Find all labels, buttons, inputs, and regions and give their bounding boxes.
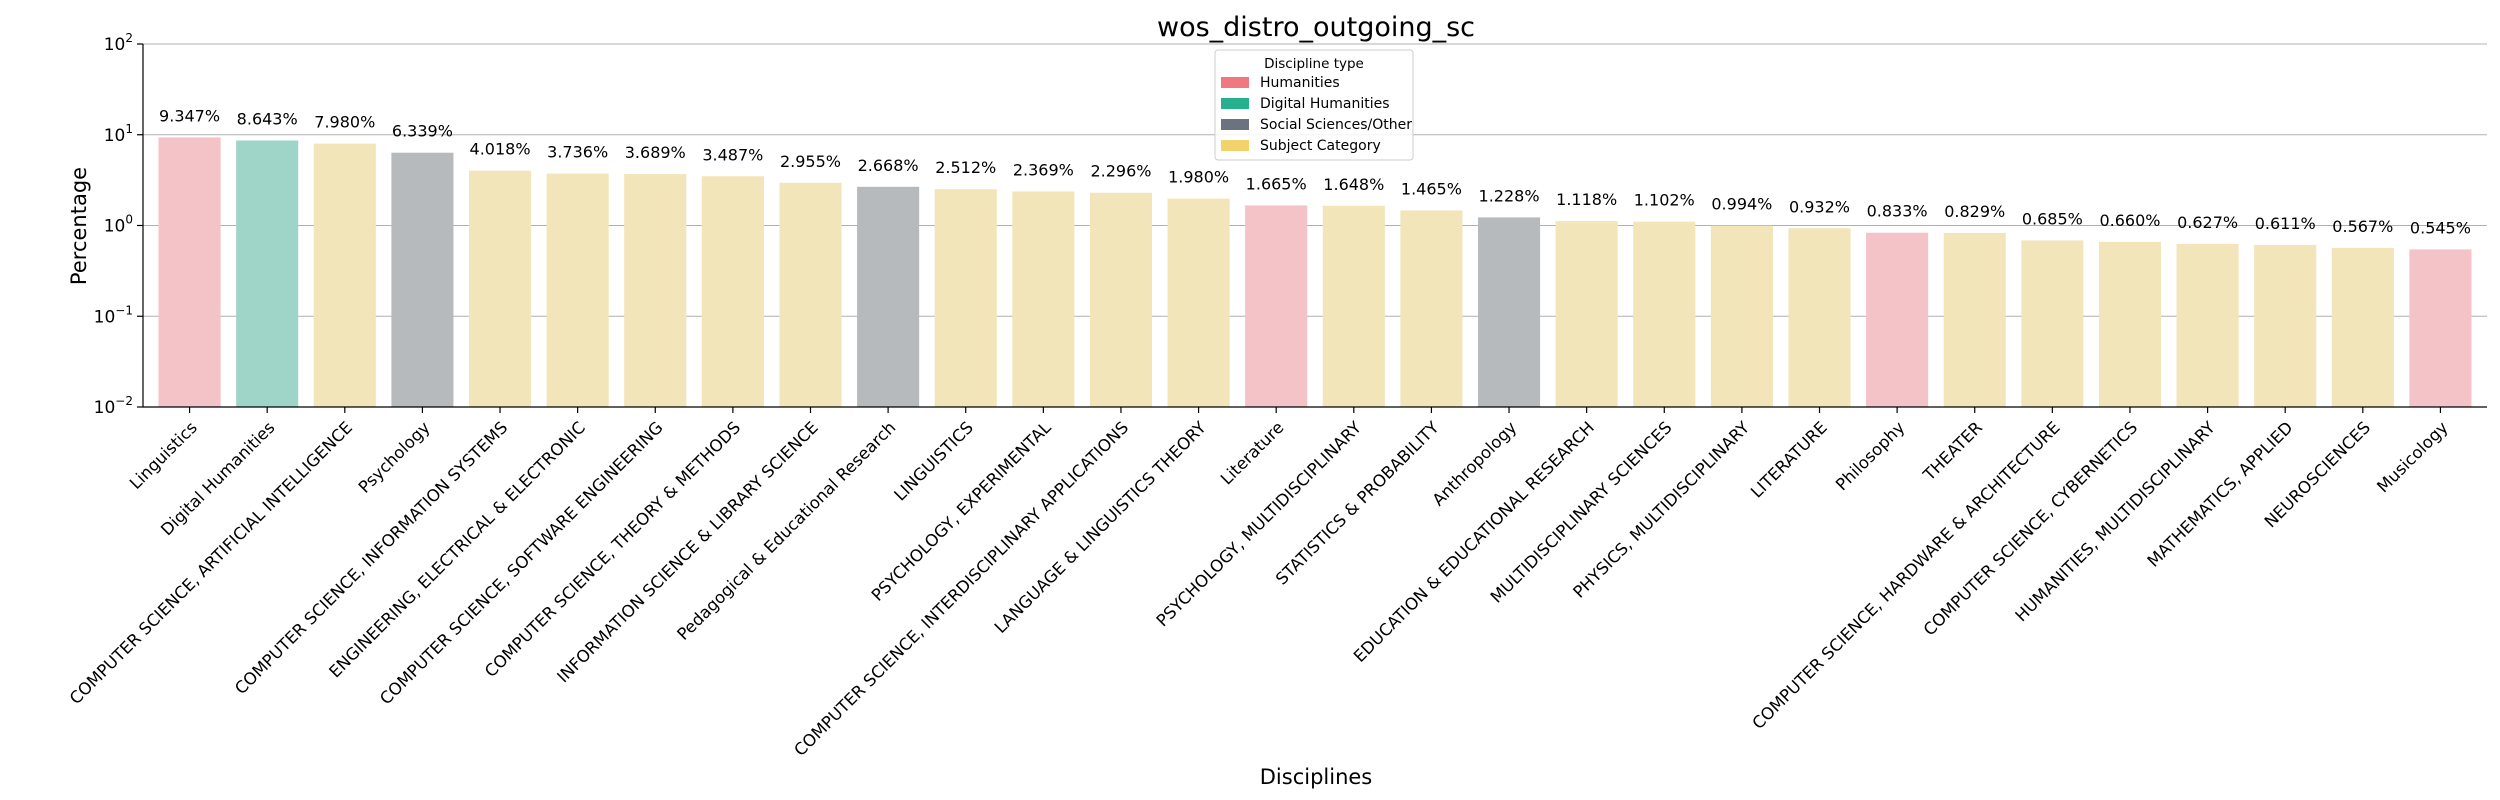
bar-value-label: 3.487% [702,145,763,164]
bar [2409,249,2472,407]
bar-value-label: 2.512% [935,158,996,177]
x-tick-label: LINGUISTICS [890,418,977,505]
x-tick-label: COMPUTER SCIENCE, SOFTWARE ENGINEERING [376,418,666,708]
bar-value-label: 0.611% [2255,214,2316,233]
bar [468,170,532,407]
bar-value-label: 2.955% [780,152,841,171]
legend-title: Discipline type [1264,56,1364,72]
x-tick-label: COMPUTER SCIENCE, INFORMATION SYSTEMS [231,418,511,698]
x-tick-label: Linguistics [126,418,201,493]
x-tick-label: Musicology [2373,418,2452,497]
y-ticks: 10−2 10−1 100 101 102 [94,31,143,418]
bar-value-label: 2.296% [1090,162,1151,181]
x-tick-label: Literature [1217,418,1288,489]
y-tick-label: 10−1 [94,303,133,327]
bar-value-label: 0.660% [2099,211,2160,230]
bar [1400,210,1463,407]
bar [1555,221,1618,407]
bar-value-label: 1.980% [1168,168,1229,187]
bar [2176,243,2239,407]
bar [701,176,764,407]
x-tick-label: INFORMATION SCIENCE & LIBRARY SCIENCE [553,418,821,686]
x-tick-label: STATISTICS & PROBABILITY [1272,417,1443,588]
bar [2331,247,2394,407]
bar [1866,232,1929,407]
x-tick-label: Psychology [355,418,434,497]
bar [1322,205,1385,407]
legend-swatch [1221,119,1249,130]
legend-entries: Humanities Digital Humanities Social Scien… [1221,75,1412,154]
bar-value-label: 3.689% [625,143,686,162]
bar-value-label: 0.994% [1711,195,1772,214]
bar-value-label: 1.665% [1246,174,1307,193]
y-tick-label: 10−2 [94,394,133,418]
x-tick-label: THEATER [1919,418,1986,485]
bar-value-label: 1.228% [1479,186,1540,205]
legend-swatch [1221,98,1249,109]
bar [391,152,454,407]
x-tick-label: LITERATURE [1747,418,1831,502]
bar-value-label: 2.668% [858,156,919,175]
bar [857,186,920,407]
bar [546,173,609,407]
bar [158,137,221,407]
x-axis-label: Disciplines [1260,765,1373,789]
bar [2021,240,2084,407]
bars [158,137,2472,408]
bar-value-label: 7.980% [314,113,375,132]
x-tick-label: MATHEMATICS, APPLIED [2144,418,2297,571]
bar-value-label: 2.369% [1013,161,1074,180]
bar-value-label: 9.347% [159,106,220,125]
bar [1477,217,1541,407]
x-tick-label: Philosophy [1832,418,1909,495]
y-tick-label: 102 [104,31,133,55]
bar-value-label: 0.932% [1789,197,1850,216]
bar [624,174,687,407]
legend-entry-label: Humanities [1260,75,1340,91]
bar-value-label: 0.829% [1944,202,2005,221]
bar-value-label: 4.018% [470,140,531,159]
y-axis-label: Percentage [67,167,91,285]
bar-value-label: 0.627% [2177,213,2238,232]
bar [1089,192,1153,407]
bar [1012,191,1075,407]
legend-entry-label: Digital Humanities [1260,96,1390,112]
bar [1633,221,1696,407]
bar-value-label: 6.339% [392,122,453,141]
bar-value-label: 0.545% [2410,218,2471,237]
bar [1788,228,1851,407]
bar [1943,232,2006,407]
bar [779,182,842,407]
bar [1167,198,1230,407]
bar-value-label: 1.118% [1556,190,1617,209]
data-labels: 9.347% 8.643% 7.980% 6.339% 4.018% 3.736% 3.68… [159,106,2471,237]
x-tick-label: COMPUTER SCIENCE, ARTIFICIAL INTELLIGENC… [66,418,356,708]
legend-swatch [1221,140,1249,151]
bar [236,140,299,408]
y-tick-label: 100 [104,213,133,237]
bar-value-label: 0.685% [2022,209,2083,228]
legend-entry-label: Social Sciences/Other [1260,117,1412,133]
bar [1245,205,1308,407]
chart-title: wos_distro_outgoing_sc [1157,12,1475,43]
bar-value-label: 3.736% [547,143,608,162]
bar [1710,225,1773,407]
legend: Discipline type Humanities Digital Humani… [1214,49,1414,161]
bar-value-label: 0.567% [2332,217,2393,236]
bar [2254,244,2317,407]
legend-frame [1214,49,1414,161]
bar [2098,241,2162,407]
bar [313,143,376,407]
bar-value-label: 1.648% [1323,175,1384,194]
bar-value-label: 1.102% [1634,191,1695,210]
bar-value-label: 8.643% [237,109,298,128]
legend-swatch [1221,77,1249,88]
legend-entry-label: Subject Category [1260,138,1381,154]
bar-value-label: 1.465% [1401,179,1462,198]
bar-value-label: 0.833% [1867,202,1928,221]
y-tick-label: 101 [104,122,133,146]
bar [934,189,997,407]
